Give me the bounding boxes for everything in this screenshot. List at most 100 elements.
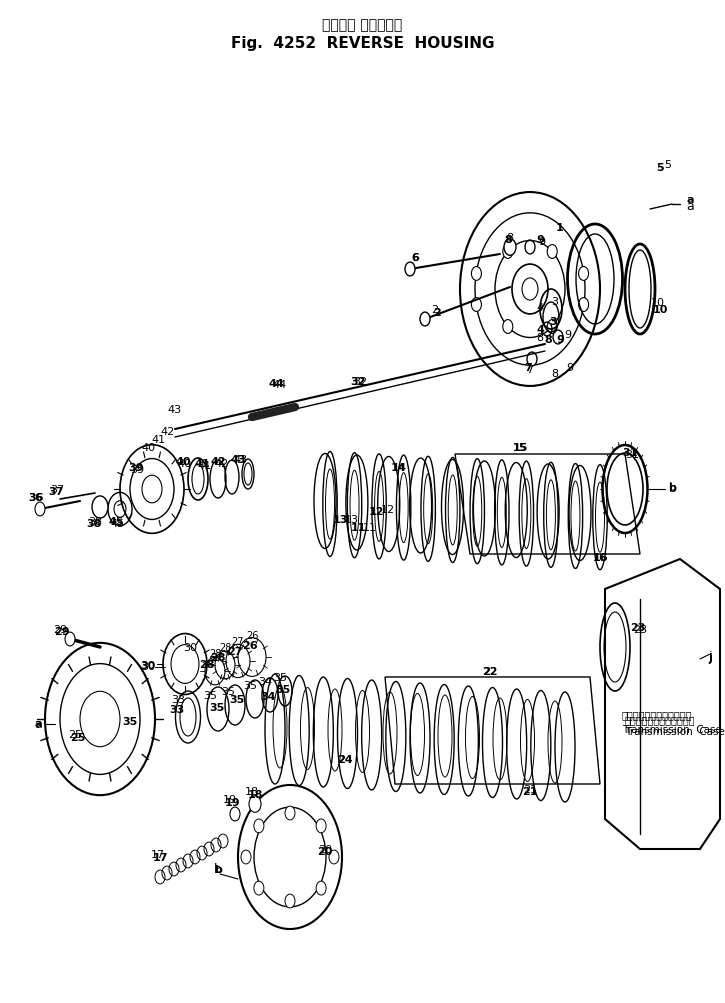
Text: 36: 36 <box>28 492 44 503</box>
Circle shape <box>316 882 326 895</box>
Text: 8: 8 <box>536 333 544 343</box>
Text: 35: 35 <box>243 680 257 690</box>
Text: 34: 34 <box>258 676 272 686</box>
Circle shape <box>65 633 75 646</box>
Circle shape <box>285 895 295 908</box>
Text: 43: 43 <box>231 454 246 464</box>
Text: 37: 37 <box>50 484 64 494</box>
Circle shape <box>92 496 108 519</box>
Text: j: j <box>708 651 712 664</box>
Text: Transmission  Case: Transmission Case <box>622 724 722 734</box>
Text: 36: 36 <box>28 492 42 503</box>
Text: 44: 44 <box>273 379 287 389</box>
Text: 35: 35 <box>229 694 244 704</box>
Text: 22: 22 <box>483 666 497 676</box>
Text: 35: 35 <box>123 716 138 726</box>
Text: 42: 42 <box>210 456 225 466</box>
Circle shape <box>522 279 538 301</box>
Text: 28: 28 <box>210 652 225 662</box>
Text: Transmission  Case: Transmission Case <box>625 726 725 736</box>
Text: 32: 32 <box>353 376 367 386</box>
Text: 3: 3 <box>552 297 558 307</box>
Circle shape <box>503 246 513 259</box>
Text: a: a <box>34 717 42 730</box>
Text: 26: 26 <box>246 630 258 640</box>
Text: 44: 44 <box>268 378 284 388</box>
Text: 11: 11 <box>363 523 377 533</box>
Text: 28: 28 <box>219 642 231 652</box>
Text: 31: 31 <box>625 449 639 459</box>
Text: 2: 2 <box>431 305 439 315</box>
Text: 30: 30 <box>183 642 197 652</box>
Text: 4: 4 <box>536 325 544 335</box>
Circle shape <box>547 320 558 334</box>
Circle shape <box>254 819 264 832</box>
Text: 7: 7 <box>524 363 532 373</box>
Text: 16: 16 <box>592 553 608 563</box>
Circle shape <box>503 320 513 334</box>
Text: 31: 31 <box>622 447 638 457</box>
Circle shape <box>241 851 251 864</box>
Text: 21: 21 <box>522 786 538 796</box>
Text: 20: 20 <box>318 847 333 857</box>
Text: 38: 38 <box>88 517 102 527</box>
Text: 15: 15 <box>513 442 527 452</box>
Text: 28: 28 <box>209 648 221 658</box>
Text: 3: 3 <box>550 317 557 327</box>
Text: 27: 27 <box>232 636 244 646</box>
Text: 6: 6 <box>411 253 419 263</box>
Text: 35: 35 <box>210 702 225 712</box>
Text: b: b <box>214 865 222 875</box>
Text: トランスミッションケース: トランスミッションケース <box>625 714 695 724</box>
Text: b: b <box>668 482 676 492</box>
Text: 43: 43 <box>233 454 247 464</box>
Text: 28: 28 <box>199 659 215 669</box>
Text: 17: 17 <box>152 853 167 863</box>
Text: a: a <box>686 201 694 214</box>
Text: 24: 24 <box>337 754 353 764</box>
Circle shape <box>579 267 589 281</box>
Text: 35: 35 <box>203 690 217 700</box>
Text: 18: 18 <box>245 786 259 796</box>
Text: 19: 19 <box>224 797 240 807</box>
Text: 35: 35 <box>276 684 291 694</box>
Text: 15: 15 <box>513 442 528 452</box>
Text: トランスミッションケース: トランスミッションケース <box>622 709 692 719</box>
Text: 17: 17 <box>151 850 165 860</box>
Text: 33: 33 <box>170 704 185 714</box>
Text: 41: 41 <box>151 434 165 444</box>
Text: 12: 12 <box>368 507 384 517</box>
Text: 9: 9 <box>536 235 544 245</box>
Circle shape <box>230 807 240 821</box>
Text: 10: 10 <box>652 305 668 315</box>
Text: 14: 14 <box>390 462 406 472</box>
Text: 9: 9 <box>565 330 571 340</box>
Text: 24: 24 <box>338 754 352 764</box>
Text: 8: 8 <box>544 335 552 345</box>
Circle shape <box>405 263 415 277</box>
Text: 5: 5 <box>665 159 671 170</box>
Text: 32: 32 <box>350 376 365 386</box>
Circle shape <box>504 240 516 256</box>
Text: 16: 16 <box>593 553 607 563</box>
Text: 2: 2 <box>433 308 441 318</box>
Circle shape <box>316 819 326 832</box>
Circle shape <box>471 267 481 281</box>
Text: 20: 20 <box>318 845 332 855</box>
Circle shape <box>471 298 481 312</box>
Text: a: a <box>687 195 694 205</box>
Text: 40: 40 <box>178 458 192 468</box>
Text: 26: 26 <box>242 640 258 650</box>
Text: 11: 11 <box>350 523 365 533</box>
Text: 45: 45 <box>108 517 124 527</box>
Text: 8: 8 <box>507 233 513 243</box>
Text: 39: 39 <box>130 464 144 474</box>
Text: 30: 30 <box>141 660 156 670</box>
Text: 30: 30 <box>141 661 155 671</box>
Circle shape <box>579 298 589 312</box>
Text: Fig.  4252  REVERSE  HOUSING: Fig. 4252 REVERSE HOUSING <box>231 36 494 51</box>
Circle shape <box>254 882 264 895</box>
Text: 34: 34 <box>260 691 276 701</box>
Text: 1: 1 <box>557 223 563 233</box>
Text: 8: 8 <box>552 369 558 378</box>
